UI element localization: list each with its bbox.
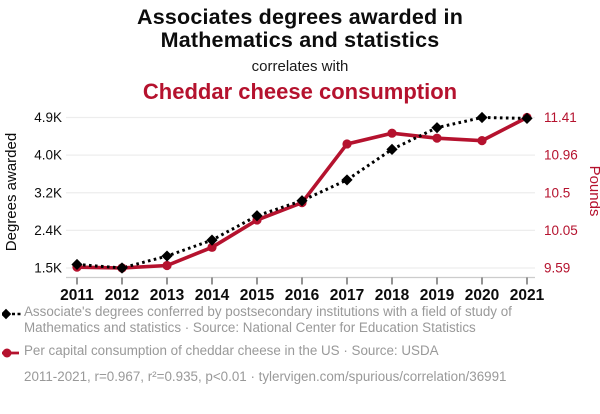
degrees-series-icon <box>2 308 22 320</box>
secondary-title: Cheddar cheese consumption <box>142 79 458 104</box>
x-axis-year-label: 2013 <box>150 287 185 304</box>
degrees-data-marker <box>71 258 83 271</box>
degrees-series-label: Associate's degrees conferred by postsec… <box>24 304 512 335</box>
right-axis-tick-label: 10.05 <box>544 223 578 238</box>
correlation-line-chart: 1.5K 9.59 2.4K 10.05 3.2K 10.5 4.0K 10.96 4.9K 11… <box>3 110 600 304</box>
right-axis-tick-label: 11.41 <box>544 110 577 125</box>
title-line-2: Mathematics and statistics <box>160 28 440 52</box>
stats-and-source-line: 2011-2021, r=0.967, r²=0.935, p<0.01 · t… <box>24 369 507 384</box>
x-axis-year-label: 2018 <box>375 287 410 304</box>
left-axis-tick-label: 1.5K <box>34 261 62 276</box>
right-axis-tick-label: 10.96 <box>544 148 578 163</box>
cheese-series-icon <box>2 348 19 358</box>
left-axis-tick-label: 4.0K <box>34 148 62 163</box>
legend: Associate's degrees conferred by postsec… <box>2 304 598 384</box>
cheese-data-marker <box>387 128 397 138</box>
page-title: Associates degrees awarded in Mathematic… <box>0 6 600 52</box>
cheese-series-label: Per capital consumption of cheddar chees… <box>24 343 439 358</box>
title-line-1: Associates degrees awarded in <box>136 5 464 29</box>
cheese-data-marker <box>432 133 442 143</box>
title-connector: correlates with <box>251 58 349 75</box>
x-axis-year-label: 2017 <box>330 287 364 304</box>
cheese-data-marker <box>162 260 172 271</box>
x-axis-year-label: 2015 <box>240 287 275 304</box>
x-axis-year-label: 2019 <box>420 287 455 304</box>
degrees-data-marker <box>206 234 218 246</box>
cheese-data-marker <box>207 242 217 252</box>
left-axis-title: Degrees awarded <box>3 133 20 251</box>
x-axis-year-label: 2011 <box>60 287 94 304</box>
x-axis-year-label: 2016 <box>285 287 320 304</box>
left-axis-tick-label: 4.9K <box>34 110 62 125</box>
degrees-data-marker <box>386 143 398 155</box>
x-axis-year-label: 2012 <box>105 287 139 304</box>
legend-row-cheese: Per capital consumption of cheddar chees… <box>2 343 598 360</box>
chart-header: Associates degrees awarded in Mathematic… <box>0 0 600 105</box>
x-axis-year-label: 2021 <box>510 287 545 304</box>
x-axis-year-label: 2014 <box>195 287 230 304</box>
degrees-data-marker <box>161 250 173 262</box>
right-axis-tick-label: 10.5 <box>544 185 570 200</box>
degrees-data-marker <box>116 262 128 274</box>
degrees-data-marker <box>251 210 263 222</box>
right-axis-tick-label: 9.59 <box>544 261 570 276</box>
x-axis-year-label: 2020 <box>465 287 499 304</box>
degrees-data-marker <box>476 111 488 124</box>
degrees-data-marker <box>521 112 533 124</box>
degrees-data-marker <box>341 174 353 186</box>
cheese-data-marker <box>477 136 487 146</box>
left-axis-tick-label: 2.4K <box>34 223 62 238</box>
degrees-data-marker <box>296 195 308 207</box>
legend-row-degrees: Associate's degrees conferred by postsec… <box>2 304 598 336</box>
right-axis-title: Pounds <box>586 166 600 217</box>
left-axis-tick-label: 3.2K <box>34 185 62 200</box>
degrees-data-marker <box>431 122 443 134</box>
cheese-data-marker <box>342 139 352 149</box>
